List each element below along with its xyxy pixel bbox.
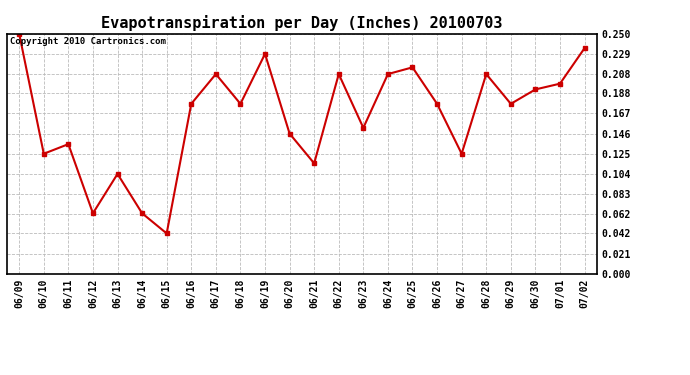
Title: Evapotranspiration per Day (Inches) 20100703: Evapotranspiration per Day (Inches) 2010… (101, 15, 502, 31)
Text: Copyright 2010 Cartronics.com: Copyright 2010 Cartronics.com (10, 38, 166, 46)
